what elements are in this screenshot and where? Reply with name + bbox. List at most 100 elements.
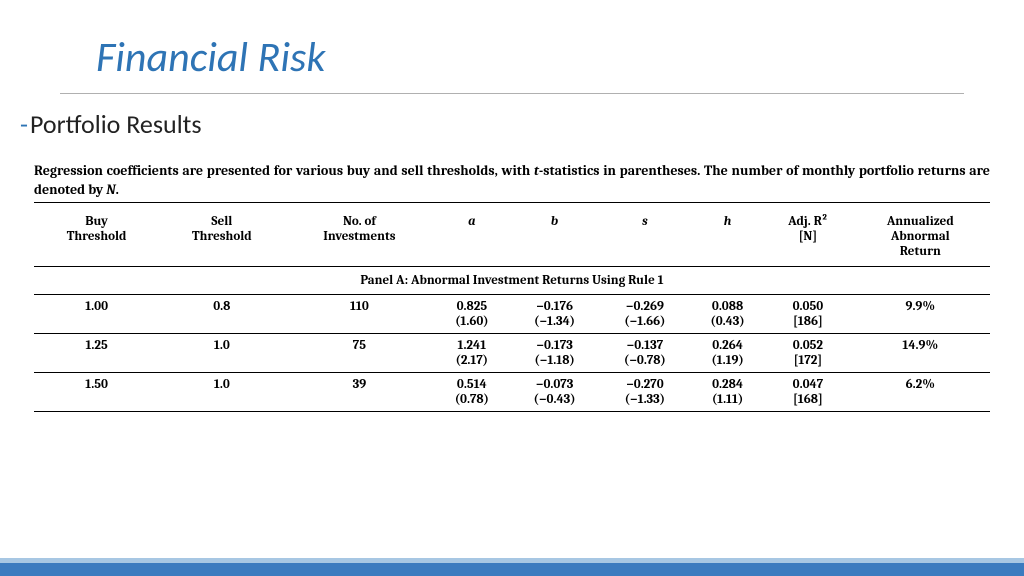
subtitle-dash: - [20, 108, 28, 140]
rule-row [34, 411, 990, 412]
caption-part3: . [116, 181, 119, 198]
cell-b: −0.073(−0.43) [509, 373, 599, 411]
cell-ret-value: 9.9% [853, 299, 988, 314]
cell-sell: 1.0 [159, 373, 284, 411]
footer-bar-inner [0, 563, 1024, 576]
cell-buy-value: 1.50 [36, 377, 157, 392]
slide: Financial Risk -Portfolio Results Regres… [0, 0, 1024, 576]
col-header-2-line1: Investments [286, 230, 432, 245]
cell-ret: 6.2% [851, 373, 990, 411]
table-rule [34, 411, 990, 412]
cell-s: −0.269(−1.66) [600, 295, 690, 333]
col-header-2-line0: No. of [286, 215, 432, 230]
cell-h-sub: (1.19) [692, 353, 763, 368]
subtitle-text: Portfolio Results [30, 108, 202, 140]
cell-ret-value: 14.9% [853, 338, 988, 353]
subtitle: -Portfolio Results [0, 94, 1024, 140]
cell-h: 0.088(0.43) [690, 295, 765, 333]
col-header-8: AnnualizedAbnormalReturn [851, 209, 990, 266]
cell-r2-value: 0.050 [767, 299, 848, 314]
cell-buy: 1.00 [34, 295, 159, 333]
cell-r2-sub: [168] [767, 392, 848, 407]
results-table: BuyThresholdSellThresholdNo. ofInvestmen… [34, 209, 990, 412]
header-row: BuyThresholdSellThresholdNo. ofInvestmen… [34, 209, 990, 266]
cell-buy-value: 1.25 [36, 338, 157, 353]
col-header-8-line0: Annualized [853, 215, 988, 230]
table-row: 1.251.0751.241(2.17)−0.173(−1.18)−0.137(… [34, 334, 990, 372]
table-body: Panel A: Abnormal Investment Returns Usi… [34, 266, 990, 412]
cell-r2: 0.052[172] [765, 334, 850, 372]
cell-h-value: 0.284 [692, 377, 763, 392]
col-header-8-line1: Abnormal [853, 230, 988, 245]
cell-a: 0.825(1.60) [434, 295, 509, 333]
cell-b-value: −0.176 [511, 299, 597, 314]
col-header-7-line0: Adj. R² [767, 215, 848, 230]
cell-s-sub: (−1.66) [602, 314, 688, 329]
cell-b-value: −0.073 [511, 377, 597, 392]
cell-r2-value: 0.047 [767, 377, 848, 392]
table-head: BuyThresholdSellThresholdNo. ofInvestmen… [34, 209, 990, 266]
cell-h-value: 0.264 [692, 338, 763, 353]
cell-sell-value: 1.0 [161, 377, 282, 392]
cell-a-sub: (1.60) [436, 314, 507, 329]
table-container: BuyThresholdSellThresholdNo. ofInvestmen… [0, 209, 1024, 412]
col-header-8-line2: Return [853, 245, 988, 260]
cell-b: −0.176(−1.34) [509, 295, 599, 333]
cell-s-value: −0.269 [602, 299, 688, 314]
cell-a: 1.241(2.17) [434, 334, 509, 372]
cell-r2: 0.047[168] [765, 373, 850, 411]
col-header-5-line1: s [602, 215, 688, 230]
cell-r2-value: 0.052 [767, 338, 848, 353]
cell-h-value: 0.088 [692, 299, 763, 314]
col-header-1-line0: Sell [161, 215, 282, 230]
panel-row: Panel A: Abnormal Investment Returns Usi… [34, 267, 990, 294]
cell-n_inv: 39 [284, 373, 434, 411]
cell-buy: 1.25 [34, 334, 159, 372]
cell-n_inv-value: 75 [286, 338, 432, 353]
cell-n_inv: 75 [284, 334, 434, 372]
panel-label: Panel A: Abnormal Investment Returns Usi… [34, 267, 990, 294]
cell-s-sub: (−1.33) [602, 392, 688, 407]
cell-b-value: −0.173 [511, 338, 597, 353]
cell-h: 0.264(1.19) [690, 334, 765, 372]
cell-buy-value: 1.00 [36, 299, 157, 314]
table-caption: Regression coefficients are presented fo… [0, 140, 1024, 209]
cell-sell: 1.0 [159, 334, 284, 372]
cell-h: 0.284(1.11) [690, 373, 765, 411]
col-header-0: BuyThreshold [34, 209, 159, 266]
cell-s-value: −0.270 [602, 377, 688, 392]
cell-s-sub: (−0.78) [602, 353, 688, 368]
caption-rule [34, 202, 990, 203]
cell-b-sub: (−1.34) [511, 314, 597, 329]
col-header-0-line1: Threshold [36, 230, 157, 245]
table-row: 1.501.0390.514(0.78)−0.073(−0.43)−0.270(… [34, 373, 990, 411]
cell-h-sub: (0.43) [692, 314, 763, 329]
col-header-3: a [434, 209, 509, 266]
cell-r2-sub: [186] [767, 314, 848, 329]
caption-italic-n: N [106, 181, 115, 198]
slide-title: Financial Risk [0, 0, 1024, 89]
col-header-1-line1: Threshold [161, 230, 282, 245]
col-header-1: SellThreshold [159, 209, 284, 266]
cell-ret: 9.9% [851, 295, 990, 333]
cell-n_inv-value: 110 [286, 299, 432, 314]
caption-part1: Regression coefficients are presented fo… [34, 162, 534, 179]
cell-ret-value: 6.2% [853, 377, 988, 392]
col-header-3-line1: a [436, 215, 507, 230]
cell-r2: 0.050[186] [765, 295, 850, 333]
cell-a-value: 0.825 [436, 299, 507, 314]
col-header-2: No. ofInvestments [284, 209, 434, 266]
cell-a-value: 0.514 [436, 377, 507, 392]
cell-b-sub: (−1.18) [511, 353, 597, 368]
cell-n_inv: 110 [284, 295, 434, 333]
cell-sell-value: 1.0 [161, 338, 282, 353]
col-header-6-line1: h [692, 215, 763, 230]
cell-h-sub: (1.11) [692, 392, 763, 407]
cell-ret: 14.9% [851, 334, 990, 372]
cell-b-sub: (−0.43) [511, 392, 597, 407]
cell-b: −0.173(−1.18) [509, 334, 599, 372]
col-header-6: h [690, 209, 765, 266]
cell-r2-sub: [172] [767, 353, 848, 368]
col-header-0-line0: Buy [36, 215, 157, 230]
cell-a-sub: (0.78) [436, 392, 507, 407]
